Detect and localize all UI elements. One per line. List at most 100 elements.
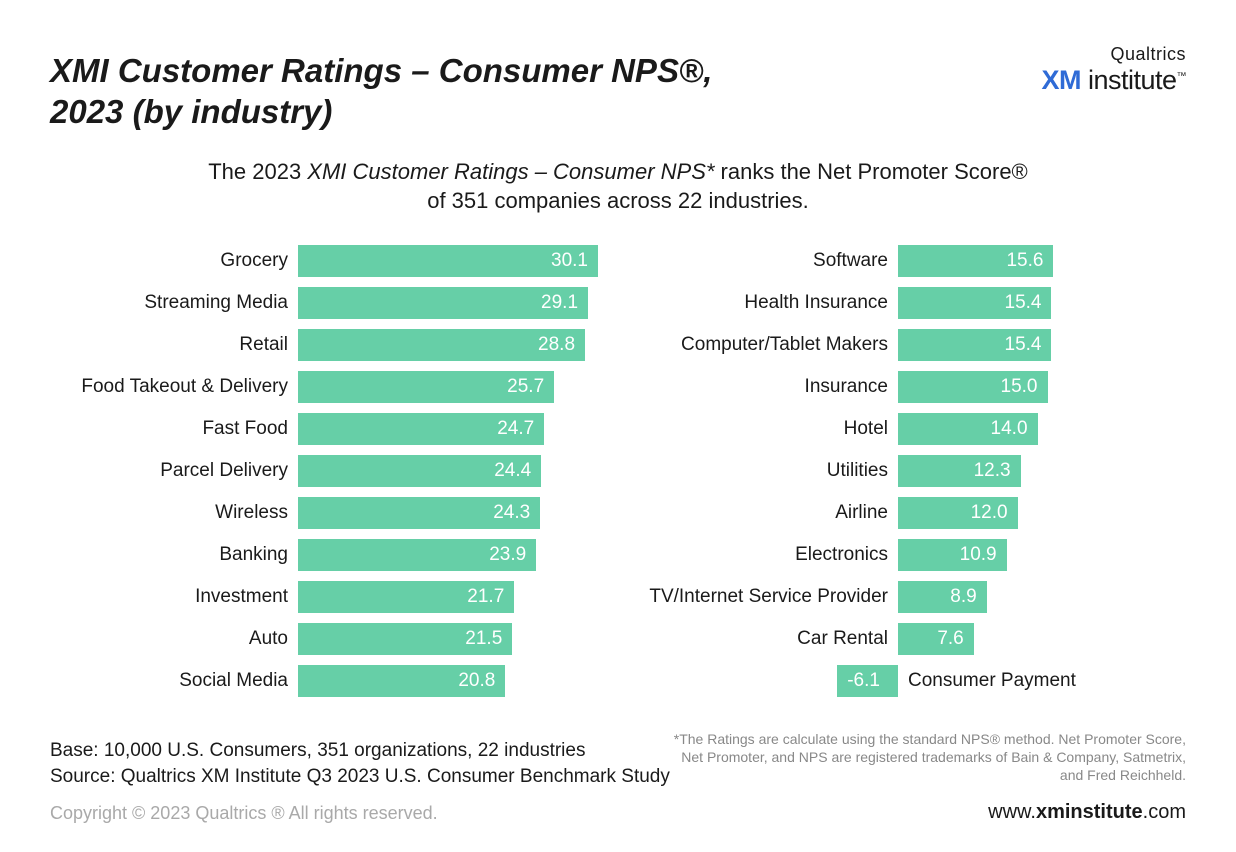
bar-track: 24.7 xyxy=(298,413,598,445)
bar-label: Insurance xyxy=(638,376,898,398)
bar-row: Hotel14.0 xyxy=(638,408,1168,450)
bar-label: Social Media xyxy=(68,670,298,692)
bar: 21.5 xyxy=(298,623,512,655)
bar-row: Electronics10.9 xyxy=(638,534,1168,576)
bar-track: 12.0 xyxy=(898,497,1168,529)
chart-left-column: Grocery30.1Streaming Media29.1Retail28.8… xyxy=(68,240,598,702)
logo-institute: institute xyxy=(1081,65,1177,95)
bar: 23.9 xyxy=(298,539,536,571)
bar-row: Car Rental7.6 xyxy=(638,618,1168,660)
bar: 25.7 xyxy=(298,371,554,403)
bar-row: Computer/Tablet Makers15.4 xyxy=(638,324,1168,366)
bar-row: Food Takeout & Delivery25.7 xyxy=(68,366,598,408)
bar: 8.9 xyxy=(898,581,987,613)
bar-label: Food Takeout & Delivery xyxy=(68,376,298,398)
bar-row: Streaming Media29.1 xyxy=(68,282,598,324)
bar-track: 8.9 xyxy=(898,581,1168,613)
bar-row: Auto21.5 xyxy=(68,618,598,660)
bar: 7.6 xyxy=(898,623,974,655)
bar: 30.1 xyxy=(298,245,598,277)
neg-bar-container: -6.1 xyxy=(638,665,898,697)
header: XMI Customer Ratings – Consumer NPS®, 20… xyxy=(50,50,1186,133)
bar: 15.4 xyxy=(898,287,1051,319)
bar-row: Wireless24.3 xyxy=(68,492,598,534)
bar-label: Retail xyxy=(68,334,298,356)
url-bold: xminstitute xyxy=(1036,801,1143,823)
bar: 15.0 xyxy=(898,371,1048,403)
bar-label: Fast Food xyxy=(68,418,298,440)
subtitle: The 2023 XMI Customer Ratings – Consumer… xyxy=(208,157,1028,216)
bar-row: Parcel Delivery24.4 xyxy=(68,450,598,492)
bar-row: Banking23.9 xyxy=(68,534,598,576)
bar-label: Software xyxy=(638,250,898,272)
bar-row: Retail28.8 xyxy=(68,324,598,366)
bar-track: 10.9 xyxy=(898,539,1168,571)
bar-label: Computer/Tablet Makers xyxy=(638,334,898,356)
bar-track: 28.8 xyxy=(298,329,598,361)
bar: 12.0 xyxy=(898,497,1018,529)
bar: 14.0 xyxy=(898,413,1038,445)
bar-label: Utilities xyxy=(638,460,898,482)
bar-track: 23.9 xyxy=(298,539,598,571)
bar-label: Investment xyxy=(68,586,298,608)
subtitle-italic: XMI Customer Ratings – Consumer NPS* xyxy=(307,159,714,184)
url-post: .com xyxy=(1143,801,1186,823)
bar-track: 30.1 xyxy=(298,245,598,277)
bar-label: Parcel Delivery xyxy=(68,460,298,482)
bar-row: Social Media20.8 xyxy=(68,660,598,702)
bar-row: Investment21.7 xyxy=(68,576,598,618)
bar: 29.1 xyxy=(298,287,588,319)
bar-row: Grocery30.1 xyxy=(68,240,598,282)
bar: 28.8 xyxy=(298,329,585,361)
charts-container: Grocery30.1Streaming Media29.1Retail28.8… xyxy=(50,240,1186,702)
bar-label: TV/Internet Service Provider xyxy=(638,586,898,608)
title-line1: XMI Customer Ratings – Consumer NPS®, xyxy=(50,52,712,89)
bar-track: 24.3 xyxy=(298,497,598,529)
bar: 24.3 xyxy=(298,497,540,529)
bar-track: 12.3 xyxy=(898,455,1168,487)
logo-tm: ™ xyxy=(1177,71,1187,82)
bar-track: 29.1 xyxy=(298,287,598,319)
bar-track: 7.6 xyxy=(898,623,1168,655)
logo-bottom-text: XM institute™ xyxy=(1041,65,1186,96)
bar-row: Airline12.0 xyxy=(638,492,1168,534)
page-title: XMI Customer Ratings – Consumer NPS®, 20… xyxy=(50,50,712,133)
bar: 15.4 xyxy=(898,329,1051,361)
bar-label: Wireless xyxy=(68,502,298,524)
bar-label: Airline xyxy=(638,502,898,524)
bar-row-negative: -6.1Consumer Payment xyxy=(638,660,1168,702)
bar-row: Health Insurance15.4 xyxy=(638,282,1168,324)
logo-top-text: Qualtrics xyxy=(1041,44,1186,65)
bar-row: Insurance15.0 xyxy=(638,366,1168,408)
bar: 10.9 xyxy=(898,539,1007,571)
bar-row: TV/Internet Service Provider8.9 xyxy=(638,576,1168,618)
logo-xm: XM xyxy=(1041,65,1081,95)
bar: 15.6 xyxy=(898,245,1053,277)
chart-right-column: Software15.6Health Insurance15.4Computer… xyxy=(638,240,1168,702)
bar-track: 24.4 xyxy=(298,455,598,487)
bar-label: Hotel xyxy=(638,418,898,440)
bar-label: Auto xyxy=(68,628,298,650)
bar-track: 15.6 xyxy=(898,245,1168,277)
bar-label: Consumer Payment xyxy=(898,670,1076,692)
bar-track: 21.7 xyxy=(298,581,598,613)
bar-row: Fast Food24.7 xyxy=(68,408,598,450)
bar-label: Electronics xyxy=(638,544,898,566)
bar-label: Banking xyxy=(68,544,298,566)
bar-track: 15.4 xyxy=(898,287,1168,319)
bar-label: Car Rental xyxy=(638,628,898,650)
bar: 24.4 xyxy=(298,455,541,487)
bar-track: 14.0 xyxy=(898,413,1168,445)
footer-disclaimer: *The Ratings are calculate using the sta… xyxy=(666,730,1186,785)
bar-track: 21.5 xyxy=(298,623,598,655)
bar-track: 25.7 xyxy=(298,371,598,403)
footer: Base: 10,000 U.S. Consumers, 351 organiz… xyxy=(50,738,1186,824)
brand-logo: Qualtrics XM institute™ xyxy=(1041,44,1186,96)
footer-bottom: Copyright © 2023 Qualtrics ® All rights … xyxy=(50,801,1186,824)
bar-row: Utilities12.3 xyxy=(638,450,1168,492)
bar-label: Grocery xyxy=(68,250,298,272)
bar: 12.3 xyxy=(898,455,1021,487)
bar-negative: -6.1 xyxy=(837,665,898,697)
bar-track: 20.8 xyxy=(298,665,598,697)
copyright: Copyright © 2023 Qualtrics ® All rights … xyxy=(50,803,438,824)
